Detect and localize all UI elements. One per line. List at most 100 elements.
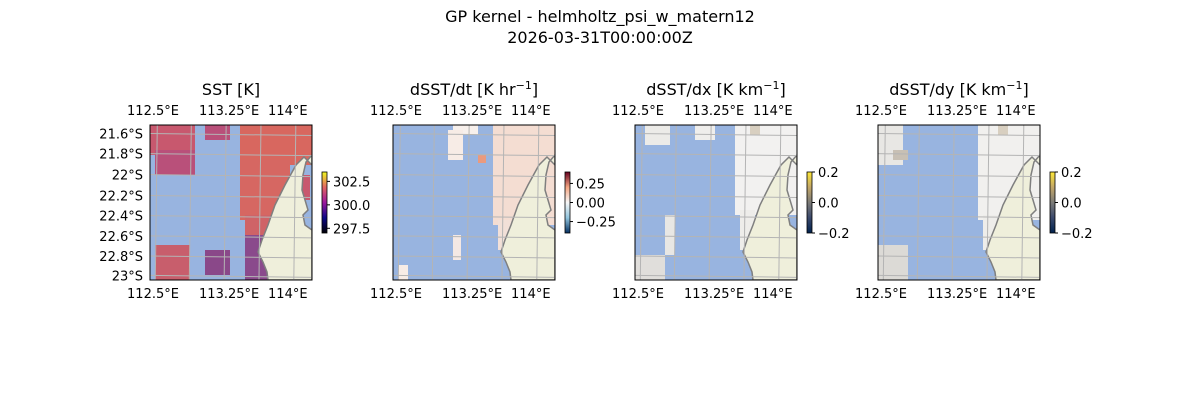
map-panel-2: dSST/dt [K hr−1] 112.5°E 112.5°E 113.25°E 11… [370,79,616,302]
gridline-lon [431,125,435,280]
data-patch [398,265,408,280]
gridline-lat [878,195,1040,199]
lon-tick-top: 112.5°E [370,104,422,119]
lon-tick-top: 113.25°E [199,104,259,119]
data-patch [998,125,1008,135]
colorbar-tick-label: 0.0 [1061,197,1082,212]
gridline-lat [635,215,797,219]
title-text: dSST/dx [K km [646,80,763,99]
gridline-lat [150,235,312,239]
axes-frame [877,124,1041,281]
lon-tick-top: 113.25°E [684,104,744,119]
data-patch [240,125,312,165]
colorbar-tick-label: 300.0 [333,199,370,214]
gridline-lon [986,125,990,280]
gridline-lat [635,153,797,157]
lon-tick-bottom: 112.5°E [370,287,422,302]
lon-tick-bottom: 112.5°E [612,287,664,302]
gridline-lat [878,133,1040,137]
lat-tick: 23°S [112,269,143,284]
gridline-lat [878,255,1040,259]
gridline-lat [878,274,1040,278]
gridline-lon [536,125,540,280]
lon-tick-bottom: 113.25°E [927,287,987,302]
lat-tick: 22.2°S [99,190,143,205]
gridline-lat [635,195,797,199]
gridline-lat [878,215,1040,219]
colorbar [321,171,328,234]
colorbar [806,171,813,234]
data-patch [695,125,715,140]
title-superscript: −1 [1006,79,1022,92]
gridline-lat [635,274,797,278]
figure-title: GP kernel - helmholtz_psi_w_matern12 [445,7,755,26]
lon-tick-top: 113.25°E [442,104,502,119]
lon-tick-bottom: 112.5°E [127,287,179,302]
lon-tick-top: 114°E [996,104,1036,119]
data-patch [878,245,908,280]
lat-tick: 21.8°S [99,148,143,163]
gridline-lat [150,215,312,219]
colorbar-tick-label: −0.2 [818,227,850,242]
title-superscript: −1 [516,79,532,92]
gridline-lat [393,195,555,199]
gridline-lat [393,274,555,278]
data-patch [205,250,230,275]
gridline-lon [466,125,470,280]
lon-tick-top: 112.5°E [612,104,664,119]
map-content [635,125,797,280]
gridline-lat [393,255,555,259]
panel-title: dSST/dx [K km−1] [646,79,785,99]
gridline-lat [635,133,797,137]
map-content [393,125,555,280]
axes-frame [149,124,313,281]
lon-tick-bottom: 114°E [753,287,793,302]
gridline-lat [393,174,555,178]
colorbar [564,171,571,234]
colorbar-tick-label: −0.2 [1061,227,1093,242]
gridline-lat [393,133,555,137]
gridline-lon [154,125,158,280]
data-patch [155,245,190,280]
gridline-lat [150,255,312,259]
panel-title: dSST/dt [K hr−1] [410,79,538,99]
gridline-lat [150,133,312,137]
gridline-lon [673,125,677,280]
lat-tick: 22.4°S [99,210,143,225]
lat-tick: 22.8°S [99,250,143,265]
panel-title: SST [K] [202,80,260,99]
colorbar-tick-label: −0.25 [576,216,616,231]
gridline-lat [635,174,797,178]
lat-tick: 21.6°S [99,128,143,143]
lon-tick-bottom: 114°E [268,287,308,302]
gridline-lat [635,235,797,239]
gridline-lat [393,235,555,239]
gridline-lon [1021,125,1025,280]
data-patch [448,130,463,160]
gridline-lon [743,125,747,280]
lon-tick-top: 114°E [268,104,308,119]
lon-tick-bottom: 112.5°E [855,287,907,302]
data-patch [453,235,461,260]
data-patch [635,255,665,280]
gridline-lon [258,125,262,280]
colorbar-tick-label: 0.2 [818,166,839,181]
data-patch [478,155,486,163]
gridline-lon [951,125,955,280]
lat-tick: 22.6°S [99,230,143,245]
gridline-lat [393,215,555,219]
gridline-lon [639,125,643,280]
title-text: SST [K] [202,80,260,99]
map-panel-4: dSST/dy [K km−1] 112.5°E 112.5°E 113.25°E 11… [855,79,1093,302]
title-text: dSST/dy [K km [889,80,1006,99]
gridline-lon [708,125,712,280]
gridline-lon [778,125,782,280]
title-end: ] [532,80,538,99]
colorbar [1049,171,1056,234]
data-patch [453,125,478,135]
lon-tick-bottom: 113.25°E [199,287,259,302]
gridline-lat [150,274,312,278]
gridline-lat [393,153,555,157]
gridline-lon [293,125,297,280]
